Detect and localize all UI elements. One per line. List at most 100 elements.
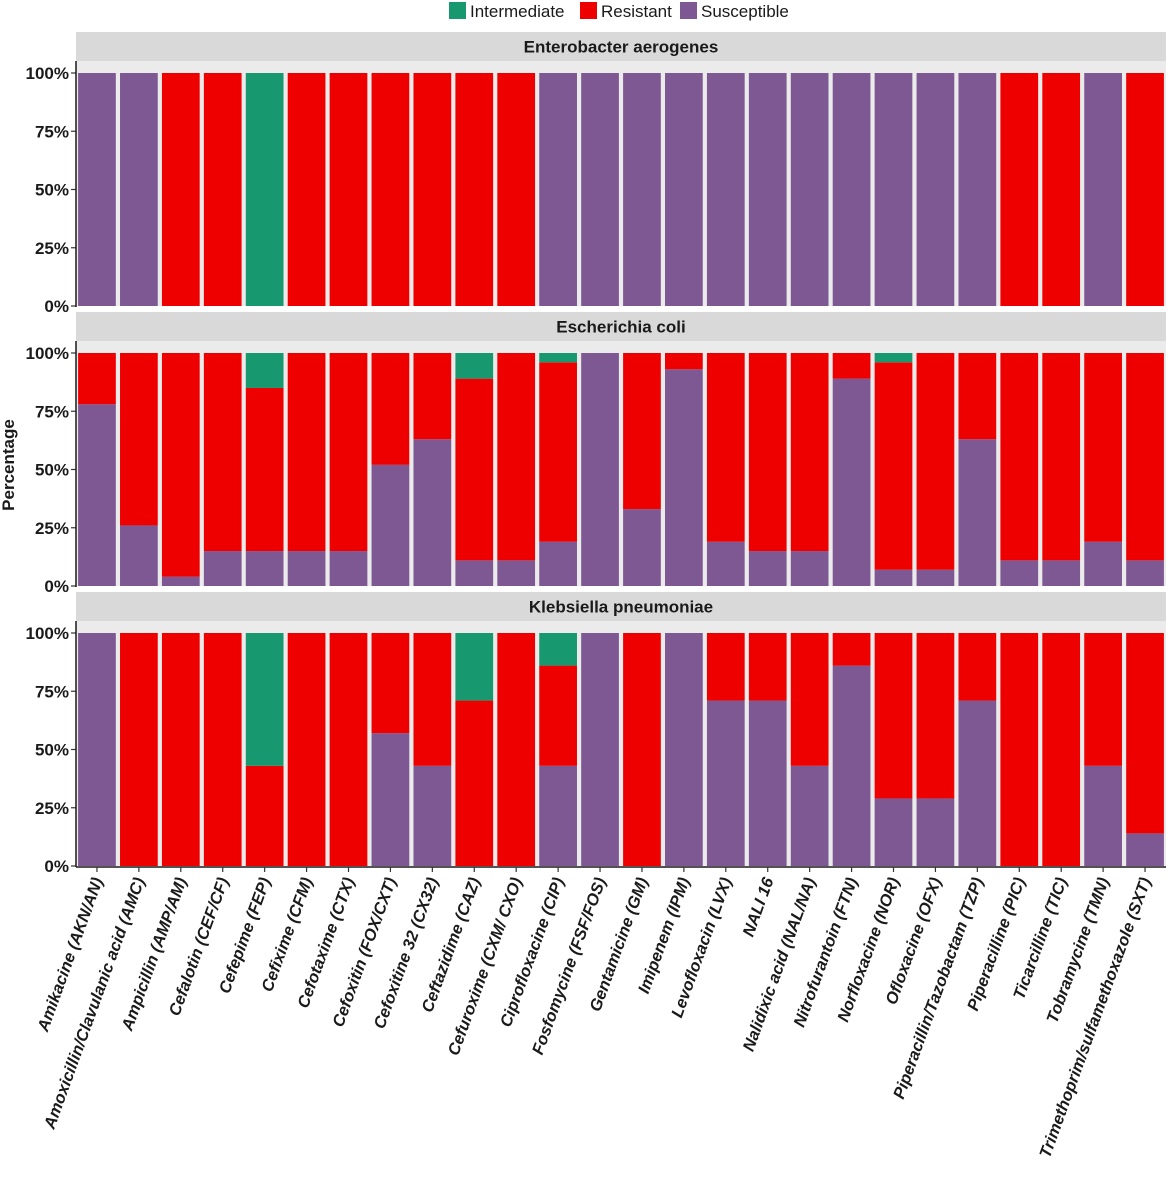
- bar-resistant-cefuroxime-cxm-cxo: [497, 73, 536, 306]
- bar-resistant-norfloxacine-nor: [874, 633, 913, 799]
- bar-susceptible-piperacilline-pic: [1000, 560, 1039, 586]
- bar-intermediate-ceftazidime-caz: [455, 353, 494, 379]
- bar-resistant-ticarcilline-tic: [1042, 73, 1081, 306]
- bar-susceptible-ofloxacine-ofx: [916, 73, 955, 306]
- y-tick-label: 25%: [35, 519, 69, 538]
- bar-susceptible-nalidixic-acid-nal-na: [790, 551, 829, 586]
- bar-resistant-piperacilline-pic: [1000, 73, 1039, 306]
- panel-escherichia-coli: Escherichia coli 0% 25% 50% 75% 100%: [26, 312, 1166, 596]
- legend-label-intermediate: Intermediate: [470, 2, 565, 21]
- bar-resistant-ceftazidime-caz: [455, 378, 494, 561]
- bar-susceptible-ciprofloxacine-cip: [539, 541, 577, 586]
- y-tick-label: 25%: [35, 799, 69, 818]
- bar-resistant-cefepime-fep: [245, 765, 284, 866]
- bar-resistant-gentamicine-gm: [623, 633, 661, 866]
- bar-susceptible-nitrofurantoin-ftn: [832, 378, 871, 586]
- bar-resistant-cefoxitin-fox-cxt: [371, 353, 410, 465]
- y-tick-label: 100%: [26, 64, 69, 83]
- bar-resistant-tobramycine-tmn: [1084, 353, 1122, 542]
- legend-swatch-intermediate: [449, 2, 466, 19]
- bar-resistant-nitrofurantoin-ftn: [832, 353, 871, 379]
- bar-resistant-nalidixic-acid-nal-na: [790, 633, 829, 766]
- bar-resistant-cefoxitine-32-cx32: [413, 633, 452, 766]
- bar-resistant-cefixime-cfm: [287, 353, 326, 552]
- bar-susceptible-ticarcilline-tic: [1042, 560, 1081, 586]
- bar-susceptible-tobramycine-tmn: [1084, 541, 1122, 586]
- bar-resistant-cefotaxime-ctx: [329, 633, 368, 866]
- bar-susceptible-amoxicillin-clavulanic-acid-amc: [120, 73, 158, 306]
- chart-panels: Enterobacter aerogenes0%25%50%75%100%Esc…: [26, 32, 1166, 876]
- bar-intermediate-cefepime-fep: [245, 73, 284, 306]
- bar-susceptible-imipenem-ipm: [665, 633, 703, 866]
- bar-susceptible-nali-16: [748, 551, 787, 586]
- bar-resistant-cefotaxime-ctx: [329, 353, 368, 552]
- bar-susceptible-nali-16: [748, 700, 787, 866]
- bar-susceptible-ofloxacine-ofx: [916, 798, 955, 866]
- bar-resistant-ciprofloxacine-cip: [539, 665, 577, 766]
- panel-title: Enterobacter aerogenes: [524, 38, 719, 57]
- y-tick-label: 25%: [35, 239, 69, 258]
- bar-resistant-cefuroxime-cxm-cxo: [497, 353, 536, 561]
- bar-susceptible-cefotaxime-ctx: [329, 551, 368, 586]
- bar-resistant-amikacine-akn-an: [78, 353, 116, 405]
- bar-resistant-cefixime-cfm: [287, 73, 326, 306]
- bar-susceptible-cefalotin-cef-cf: [203, 551, 242, 586]
- bar-susceptible-levofloxacin-lvx: [706, 700, 745, 866]
- bar-intermediate-ciprofloxacine-cip: [539, 353, 577, 363]
- bar-susceptible-fosfomycine-fsf-fos: [581, 73, 619, 306]
- bar-susceptible-levofloxacin-lvx: [706, 541, 745, 586]
- legend-swatch-resistant: [580, 2, 597, 19]
- y-tick-label: 100%: [26, 344, 69, 363]
- bar-resistant-ticarcilline-tic: [1042, 633, 1081, 866]
- bar-resistant-cefoxitine-32-cx32: [413, 353, 452, 440]
- bar-susceptible-nitrofurantoin-ftn: [832, 73, 871, 306]
- bar-resistant-ampicillin-amp-am: [161, 73, 200, 306]
- bar-resistant-cefalotin-cef-cf: [203, 633, 242, 866]
- bar-susceptible-cefuroxime-cxm-cxo: [497, 560, 536, 586]
- bar-resistant-ceftazidime-caz: [455, 700, 494, 866]
- bar-intermediate-cefepime-fep: [245, 353, 284, 388]
- bar-resistant-tobramycine-tmn: [1084, 633, 1122, 766]
- bar-susceptible-gentamicine-gm: [623, 73, 661, 306]
- panel-strip: [76, 312, 1166, 341]
- bar-resistant-cefalotin-cef-cf: [203, 73, 242, 306]
- bar-susceptible-gentamicine-gm: [623, 509, 661, 586]
- bar-susceptible-imipenem-ipm: [665, 369, 703, 586]
- bar-resistant-ofloxacine-ofx: [916, 353, 955, 570]
- bar-resistant-amoxicillin-clavulanic-acid-amc: [120, 633, 158, 866]
- bar-resistant-cefoxitin-fox-cxt: [371, 633, 410, 734]
- bar-resistant-levofloxacin-lvx: [706, 633, 745, 701]
- bar-susceptible-norfloxacine-nor: [874, 73, 913, 306]
- y-tick-label: 0%: [44, 857, 69, 876]
- bar-resistant-piperacilline-pic: [1000, 633, 1039, 866]
- bar-resistant-cefoxitin-fox-cxt: [371, 73, 410, 306]
- bar-susceptible-cefoxitin-fox-cxt: [371, 733, 410, 866]
- bar-resistant-levofloxacin-lvx: [706, 353, 745, 542]
- bar-resistant-ciprofloxacine-cip: [539, 362, 577, 542]
- y-tick-label: 75%: [35, 402, 69, 421]
- y-tick-label: 50%: [35, 461, 69, 480]
- bar-susceptible-amikacine-akn-an: [78, 404, 116, 586]
- bar-resistant-trimethoprim-sulfamethoxazole-sxt: [1126, 353, 1164, 561]
- bar-resistant-amoxicillin-clavulanic-acid-amc: [120, 353, 158, 526]
- bar-resistant-gentamicine-gm: [623, 353, 661, 510]
- bar-susceptible-nitrofurantoin-ftn: [832, 665, 871, 866]
- bar-intermediate-ceftazidime-caz: [455, 633, 494, 701]
- bar-susceptible-nalidixic-acid-nal-na: [790, 765, 829, 866]
- bar-susceptible-amoxicillin-clavulanic-acid-amc: [120, 525, 158, 586]
- bar-susceptible-ofloxacine-ofx: [916, 569, 955, 586]
- bar-susceptible-fosfomycine-fsf-fos: [581, 353, 619, 586]
- bar-susceptible-levofloxacin-lvx: [706, 73, 745, 306]
- bar-resistant-ceftazidime-caz: [455, 73, 494, 306]
- bar-susceptible-amikacine-akn-an: [78, 633, 116, 866]
- y-tick-label: 50%: [35, 181, 69, 200]
- panel-strip: [76, 592, 1166, 621]
- bar-susceptible-ceftazidime-caz: [455, 560, 494, 586]
- legend-swatch-susceptible: [680, 2, 697, 19]
- bar-resistant-ofloxacine-ofx: [916, 633, 955, 799]
- bar-susceptible-cefoxitine-32-cx32: [413, 765, 452, 866]
- bar-susceptible-cefoxitin-fox-cxt: [371, 464, 410, 586]
- bar-susceptible-cefepime-fep: [245, 551, 284, 586]
- bar-intermediate-cefepime-fep: [245, 633, 284, 766]
